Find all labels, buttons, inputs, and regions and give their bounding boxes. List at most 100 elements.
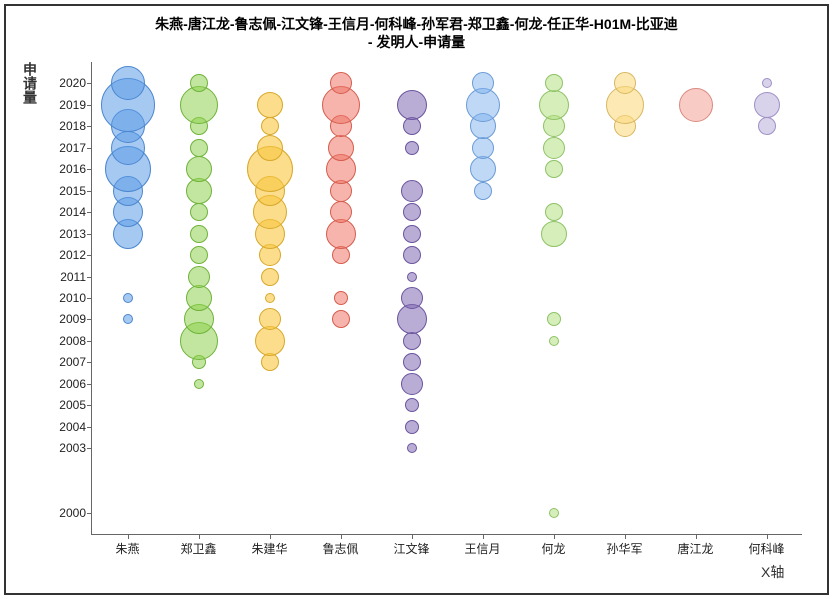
bubble[interactable] <box>405 420 419 434</box>
x-tick-label: 朱建华 <box>251 540 287 557</box>
y-tick-mark <box>87 212 92 213</box>
x-tick-mark <box>483 534 484 539</box>
bubble[interactable] <box>614 72 636 94</box>
bubble[interactable] <box>545 74 563 92</box>
y-tick-mark <box>87 234 92 235</box>
x-tick-label: 何科峰 <box>748 540 784 557</box>
bubble[interactable] <box>123 293 133 303</box>
bubble[interactable] <box>549 336 559 346</box>
bubble[interactable] <box>194 379 204 389</box>
bubble[interactable] <box>397 90 427 120</box>
bubble[interactable] <box>332 310 350 328</box>
x-tick-mark <box>625 534 626 539</box>
y-tick-label: 2015 <box>59 184 86 198</box>
y-tick-label: 2008 <box>59 334 86 348</box>
bubble[interactable] <box>190 203 208 221</box>
bubble[interactable] <box>190 246 208 264</box>
y-tick-label: 2010 <box>59 291 86 305</box>
bubble[interactable] <box>543 137 565 159</box>
y-tick-mark <box>87 448 92 449</box>
bubble[interactable] <box>186 285 212 311</box>
bubble[interactable] <box>190 225 208 243</box>
bubble[interactable] <box>401 373 423 395</box>
bubble[interactable] <box>547 312 561 326</box>
x-tick-label: 朱燕 <box>115 540 139 557</box>
x-tick-label: 郑卫鑫 <box>180 540 216 557</box>
x-tick-mark <box>696 534 697 539</box>
bubble[interactable] <box>403 332 421 350</box>
y-tick-label: 2017 <box>59 141 86 155</box>
bubble[interactable] <box>754 92 780 118</box>
bubble[interactable] <box>407 443 417 453</box>
y-tick-mark <box>87 513 92 514</box>
x-tick-mark <box>128 534 129 539</box>
bubble[interactable] <box>539 90 569 120</box>
bubble[interactable] <box>403 117 421 135</box>
plot-area: 2000200320042005200620072008200920102011… <box>91 62 802 535</box>
bubble[interactable] <box>545 160 563 178</box>
bubble[interactable] <box>762 78 772 88</box>
x-tick-label: 孙华军 <box>606 540 642 557</box>
bubble[interactable] <box>328 135 354 161</box>
y-tick-label: 2006 <box>59 377 86 391</box>
bubble[interactable] <box>405 141 419 155</box>
y-tick-mark <box>87 319 92 320</box>
bubble[interactable] <box>261 268 279 286</box>
y-tick-label: 2005 <box>59 398 86 412</box>
bubble[interactable] <box>549 508 559 518</box>
y-tick-mark <box>87 384 92 385</box>
bubble[interactable] <box>679 88 713 122</box>
bubble[interactable] <box>472 72 494 94</box>
bubble[interactable] <box>474 182 492 200</box>
bubble[interactable] <box>259 308 281 330</box>
y-tick-label: 2019 <box>59 98 86 112</box>
y-tick-label: 2009 <box>59 312 86 326</box>
y-tick-mark <box>87 148 92 149</box>
chart-title-line1: 朱燕-唐江龙-鲁志佩-江文锋-王信月-何科峰-孙军君-郑卫鑫-何龙-任正华-H0… <box>6 14 827 34</box>
bubble[interactable] <box>401 180 423 202</box>
bubble[interactable] <box>190 74 208 92</box>
y-axis-label: 申请量 <box>20 62 40 104</box>
bubble[interactable] <box>257 135 283 161</box>
x-axis-label: X轴 <box>761 562 784 582</box>
bubble[interactable] <box>265 293 275 303</box>
x-tick-label: 唐江龙 <box>677 540 713 557</box>
y-tick-label: 2018 <box>59 119 86 133</box>
y-tick-mark <box>87 169 92 170</box>
y-tick-mark <box>87 126 92 127</box>
bubble[interactable] <box>330 201 352 223</box>
bubble[interactable] <box>332 246 350 264</box>
bubble[interactable] <box>257 92 283 118</box>
chart-title-line2: - 发明人-申请量 <box>6 32 827 52</box>
bubble[interactable] <box>111 66 145 100</box>
bubble[interactable] <box>188 266 210 288</box>
bubble[interactable] <box>403 225 421 243</box>
bubble[interactable] <box>123 314 133 324</box>
bubble[interactable] <box>545 203 563 221</box>
bubble[interactable] <box>405 398 419 412</box>
bubble[interactable] <box>403 246 421 264</box>
bubble[interactable] <box>403 353 421 371</box>
bubble[interactable] <box>186 156 212 182</box>
bubble[interactable] <box>334 291 348 305</box>
bubble[interactable] <box>261 117 279 135</box>
y-tick-mark <box>87 105 92 106</box>
bubble[interactable] <box>261 353 279 371</box>
bubble[interactable] <box>470 156 496 182</box>
bubble[interactable] <box>401 287 423 309</box>
y-tick-label: 2000 <box>59 506 86 520</box>
bubble[interactable] <box>472 137 494 159</box>
x-tick-label: 王信月 <box>464 540 500 557</box>
bubble[interactable] <box>190 139 208 157</box>
x-tick-mark <box>341 534 342 539</box>
y-tick-label: 2012 <box>59 248 86 262</box>
bubble[interactable] <box>330 72 352 94</box>
y-tick-label: 2003 <box>59 441 86 455</box>
bubble[interactable] <box>758 117 776 135</box>
chart-frame: 朱燕-唐江龙-鲁志佩-江文锋-王信月-何科峰-孙军君-郑卫鑫-何龙-任正华-H0… <box>4 4 829 595</box>
bubble[interactable] <box>407 272 417 282</box>
y-tick-mark <box>87 191 92 192</box>
bubble[interactable] <box>403 203 421 221</box>
y-tick-mark <box>87 341 92 342</box>
bubble[interactable] <box>541 221 567 247</box>
